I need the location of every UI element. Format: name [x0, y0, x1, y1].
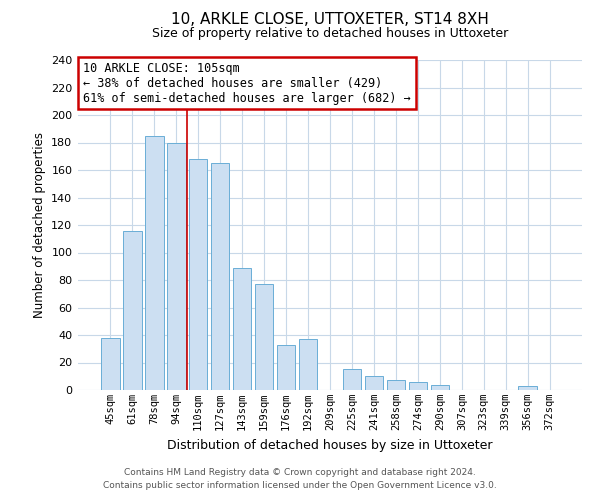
Bar	[409, 382, 427, 390]
Bar	[277, 344, 295, 390]
Text: 10, ARKLE CLOSE, UTTOXETER, ST14 8XH: 10, ARKLE CLOSE, UTTOXETER, ST14 8XH	[171, 12, 489, 28]
Bar	[386, 380, 405, 390]
Bar	[211, 163, 229, 390]
X-axis label: Distribution of detached houses by size in Uttoxeter: Distribution of detached houses by size …	[167, 438, 493, 452]
Bar	[233, 268, 251, 390]
Text: 10 ARKLE CLOSE: 105sqm
← 38% of detached houses are smaller (429)
61% of semi-de: 10 ARKLE CLOSE: 105sqm ← 38% of detached…	[83, 62, 411, 104]
Bar	[431, 384, 449, 390]
Bar	[255, 284, 274, 390]
Y-axis label: Number of detached properties: Number of detached properties	[32, 132, 46, 318]
Text: Contains HM Land Registry data © Crown copyright and database right 2024.
Contai: Contains HM Land Registry data © Crown c…	[103, 468, 497, 490]
Bar	[343, 370, 361, 390]
Bar	[365, 376, 383, 390]
Bar	[189, 159, 208, 390]
Bar	[518, 386, 537, 390]
Bar	[145, 136, 164, 390]
Bar	[299, 339, 317, 390]
Bar	[167, 142, 185, 390]
Bar	[123, 230, 142, 390]
Bar	[101, 338, 119, 390]
Text: Size of property relative to detached houses in Uttoxeter: Size of property relative to detached ho…	[152, 28, 508, 40]
